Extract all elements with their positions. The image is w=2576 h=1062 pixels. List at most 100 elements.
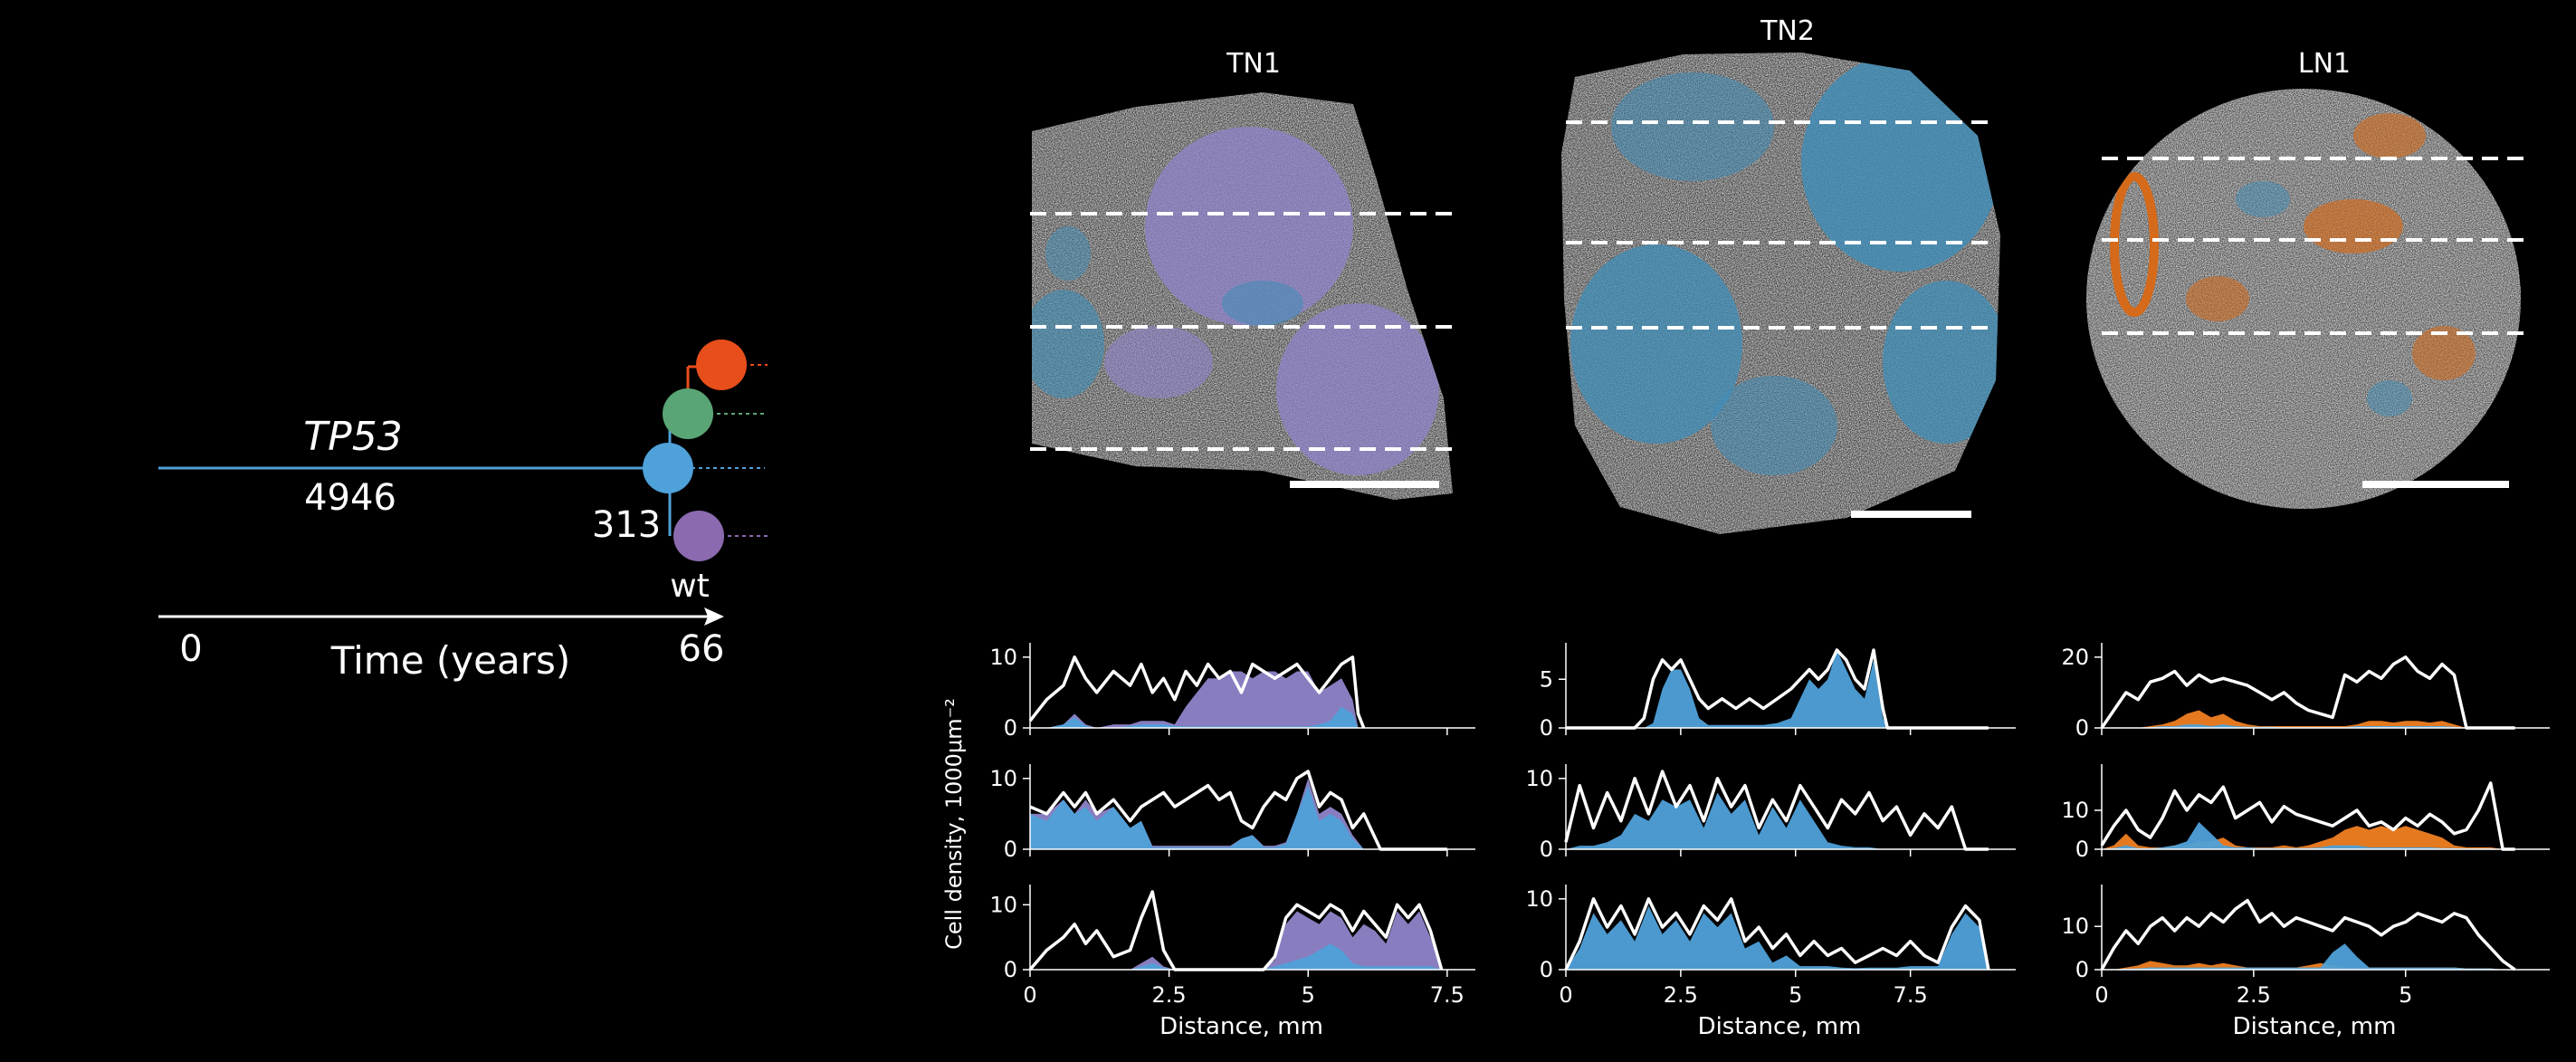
gene-label: TP53 — [303, 414, 402, 460]
x-tick-label: 5 — [1302, 982, 1315, 1008]
x-axis-label: Distance, mm — [2233, 1013, 2397, 1040]
total-density-line — [1564, 770, 1989, 851]
purple-region — [1145, 127, 1353, 326]
orange-region — [2412, 326, 2476, 380]
blue-region — [2367, 380, 2412, 416]
density-area — [1566, 650, 1989, 728]
time-axis-arrowhead — [704, 608, 724, 626]
y-tick-label: 10 — [1525, 886, 1553, 912]
section-title-tn2: TN2 — [1760, 15, 1815, 47]
total-density-line — [1564, 897, 1990, 971]
density-panel: 0 10 — [989, 643, 1475, 741]
x-axis-label: Distance, mm — [1698, 1013, 1862, 1040]
density-panel: 0 20 — [2061, 643, 2550, 741]
purple-clone-node — [673, 511, 724, 561]
purple-region — [1276, 303, 1439, 475]
y-tick-label: 10 — [989, 766, 1017, 791]
blue-region — [1032, 290, 1104, 398]
y-tick-label: 0 — [2075, 715, 2089, 741]
blue-clone-node — [643, 443, 693, 493]
y-tick-label: 0 — [1540, 837, 1553, 862]
wt-label: wt — [670, 568, 710, 605]
node-count-label: 313 — [592, 504, 661, 546]
x-tick-label: 7.5 — [1894, 982, 1928, 1008]
density-panel: 0 10 — [1525, 764, 2016, 862]
blue-region — [1801, 54, 2000, 272]
y-tick-label: 0 — [2075, 837, 2089, 862]
total-density-line — [2100, 781, 2515, 851]
y-tick-label: 20 — [2061, 645, 2089, 670]
purple-region — [1104, 326, 1213, 398]
density-area — [2102, 724, 2515, 728]
tissue-section-tn1: TN1 — [1030, 48, 1457, 500]
blue-region — [1045, 226, 1091, 281]
tissue-section-ln1: LN1 — [2086, 48, 2525, 509]
branch-count-label: 4946 — [304, 477, 396, 519]
blue-region — [1883, 281, 2000, 444]
y-tick-label: 0 — [1004, 837, 1017, 862]
orange-region — [2353, 113, 2426, 158]
blue-region — [1570, 244, 1742, 444]
blue-region — [2236, 181, 2290, 217]
orange-region — [2304, 199, 2403, 254]
blue-region — [1611, 72, 1774, 181]
section-title-tn1: TN1 — [1226, 48, 1281, 80]
y-tick-label: 10 — [1525, 766, 1553, 791]
density-area — [1030, 943, 1442, 970]
x-tick-label: 2.5 — [1152, 982, 1187, 1008]
y-tick-label: 0 — [1540, 715, 1553, 741]
time-end-label: 66 — [679, 628, 725, 670]
time-start-label: 0 — [179, 628, 202, 670]
x-axis-label: Distance, mm — [1159, 1013, 1323, 1040]
time-axis-label: Time (years) — [330, 638, 571, 683]
y-tick-label: 0 — [1004, 957, 1017, 982]
density-panel: 0 10 — [2061, 764, 2550, 862]
x-tick-label: 7.5 — [1430, 982, 1465, 1008]
density-area — [1566, 905, 1989, 970]
density-panel: 0 10 — [989, 764, 1475, 862]
y-tick-label: 10 — [2061, 798, 2089, 823]
phylogenetic-tree: TP53 4946 313 wt 0 Time (years) 66 — [158, 340, 768, 683]
section-title-ln1: LN1 — [2298, 48, 2351, 80]
x-tick-label: 5 — [1789, 982, 1802, 1008]
x-tick-label: 0 — [2094, 982, 2108, 1008]
y-tick-label: 10 — [989, 645, 1017, 670]
y-tick-label: 10 — [2061, 914, 2089, 939]
blue-region — [1711, 376, 1837, 475]
density-area — [2102, 826, 2515, 849]
x-tick-label: 5 — [2399, 982, 2412, 1008]
tissue-section-tn2: TN2 — [1561, 15, 2000, 534]
y-tick-label: 0 — [1540, 957, 1553, 982]
x-tick-label: 2.5 — [2237, 982, 2271, 1008]
density-area — [1030, 671, 1364, 728]
density-panel: 0 10 0 2.5 5 7.5 — [989, 885, 1475, 1008]
density-area — [2102, 821, 2515, 849]
green-clone-node — [663, 388, 713, 439]
density-panel: 05 — [1540, 643, 2016, 741]
y-tick-label: 0 — [2075, 957, 2089, 982]
total-density-line — [1566, 648, 1989, 730]
orange-ring-structure — [2110, 172, 2159, 317]
y-tick-label: 0 — [1004, 715, 1017, 741]
orange-region — [2186, 276, 2249, 321]
total-density-line — [2100, 898, 2516, 971]
x-tick-label: 2.5 — [1664, 982, 1698, 1008]
total-density-line — [1029, 770, 1447, 851]
density-panel: 0 10 0 2.5 5 7.5 — [1525, 885, 2016, 1008]
density-area — [1030, 785, 1447, 849]
x-tick-label: 0 — [1023, 982, 1036, 1008]
y-tick-label: 5 — [1540, 666, 1553, 692]
shared-y-axis-label: Cell density, 1000μm⁻² — [941, 698, 967, 950]
total-density-line — [2100, 655, 2515, 730]
density-area — [2102, 710, 2515, 728]
y-tick-label: 10 — [989, 892, 1017, 917]
total-density-line — [1028, 655, 1366, 729]
x-tick-label: 0 — [1559, 982, 1572, 1008]
red-clone-node — [696, 340, 747, 390]
density-area — [1030, 911, 1442, 970]
blue-region — [1222, 281, 1303, 326]
density-area — [1030, 706, 1364, 728]
density-area — [1566, 792, 1989, 849]
